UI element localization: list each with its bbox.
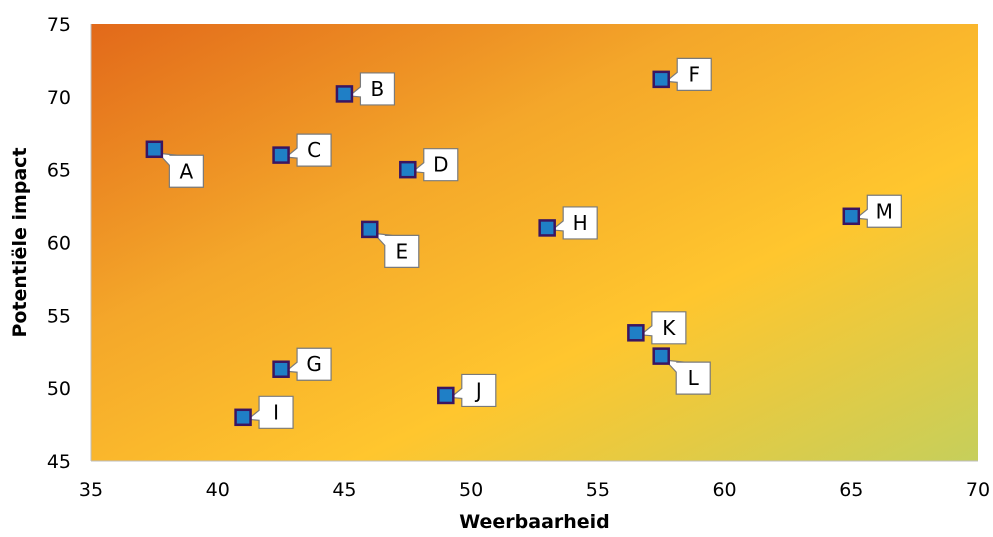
data-label-box bbox=[246, 395, 294, 429]
x-tick-label: 35 bbox=[79, 479, 103, 501]
data-marker bbox=[538, 219, 556, 237]
data-marker bbox=[145, 140, 164, 159]
y-tick-label: 75 bbox=[47, 14, 71, 36]
y-tick-label: 65 bbox=[47, 160, 71, 182]
y-tick-labels: 45 50 55 60 65 70 75 bbox=[47, 14, 71, 473]
data-marker bbox=[652, 347, 670, 365]
data-point-l: L bbox=[652, 347, 711, 395]
data-label: K bbox=[662, 316, 676, 340]
data-label: L bbox=[688, 366, 700, 390]
x-tick-labels: 35 40 45 50 55 60 65 70 bbox=[79, 479, 990, 501]
data-marker bbox=[361, 220, 379, 239]
data-marker bbox=[842, 207, 861, 226]
data-point-c: C bbox=[272, 133, 332, 167]
data-label-box bbox=[156, 152, 204, 188]
data-label: C bbox=[307, 138, 321, 162]
data-label-box bbox=[347, 72, 396, 106]
y-tick-label: 60 bbox=[47, 233, 71, 255]
data-marker bbox=[272, 360, 290, 378]
x-tick-label: 70 bbox=[966, 479, 990, 501]
data-label: F bbox=[688, 62, 700, 86]
data-label-box bbox=[550, 206, 598, 240]
data-label: B bbox=[371, 77, 385, 101]
y-tick-label: 50 bbox=[47, 378, 71, 400]
data-point-d: D bbox=[399, 148, 459, 182]
x-tick-label: 60 bbox=[712, 479, 736, 501]
x-tick-label: 65 bbox=[839, 479, 863, 501]
data-label-box bbox=[854, 194, 902, 228]
x-tick-label: 50 bbox=[459, 479, 483, 501]
data-label-box bbox=[284, 133, 332, 167]
data-label-box bbox=[663, 359, 711, 395]
y-tick-label: 55 bbox=[47, 305, 71, 327]
data-label: H bbox=[573, 211, 588, 235]
y-tick-label: 70 bbox=[47, 87, 71, 109]
x-tick-label: 55 bbox=[586, 479, 610, 501]
data-point-k: K bbox=[627, 311, 687, 345]
data-marker bbox=[234, 408, 252, 427]
data-marker bbox=[437, 386, 455, 405]
data-point-m: M bbox=[842, 194, 902, 228]
y-axis-title: Potentiële impact bbox=[9, 147, 31, 337]
data-label-box bbox=[664, 57, 712, 91]
data-label: J bbox=[474, 378, 482, 402]
data-label: I bbox=[273, 400, 279, 424]
data-label-box bbox=[639, 311, 687, 345]
data-label: D bbox=[433, 153, 448, 177]
data-label: M bbox=[876, 199, 893, 223]
data-marker bbox=[627, 324, 645, 342]
plot-area bbox=[91, 24, 978, 461]
data-point-e: E bbox=[361, 220, 420, 268]
data-point-g: G bbox=[272, 347, 332, 381]
x-tick-label: 40 bbox=[206, 479, 230, 501]
data-point-a: A bbox=[145, 140, 204, 188]
data-points: A B C D E F G H I J K L M bbox=[145, 57, 902, 429]
data-point-j: J bbox=[437, 373, 497, 408]
x-tick-label: 45 bbox=[332, 479, 356, 501]
data-label: E bbox=[395, 239, 408, 263]
data-marker bbox=[272, 146, 290, 164]
data-label: A bbox=[180, 159, 194, 183]
data-label: G bbox=[306, 352, 322, 376]
data-marker bbox=[652, 70, 670, 89]
data-point-h: H bbox=[538, 206, 598, 240]
x-axis-title: Weerbaarheid bbox=[459, 511, 610, 533]
data-point-i: I bbox=[234, 395, 294, 429]
data-point-b: B bbox=[335, 72, 396, 106]
data-label-box bbox=[284, 347, 332, 381]
data-marker bbox=[335, 85, 354, 103]
y-tick-label: 45 bbox=[47, 451, 71, 473]
data-label-box bbox=[449, 373, 497, 408]
data-label-box bbox=[411, 148, 459, 182]
data-marker bbox=[399, 160, 417, 179]
data-point-f: F bbox=[652, 57, 712, 91]
data-label-box bbox=[372, 232, 420, 268]
